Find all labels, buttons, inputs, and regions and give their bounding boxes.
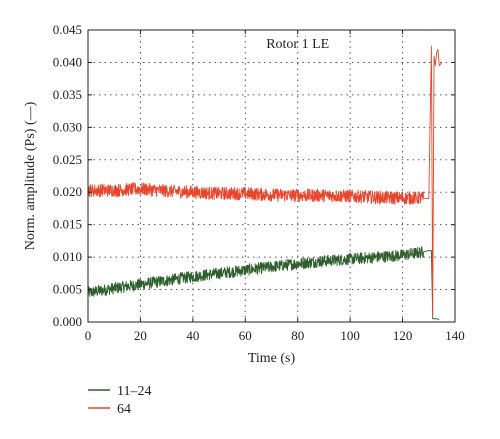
- plot-area: [87, 45, 443, 320]
- grid-lines: [88, 30, 455, 322]
- y-axis-label: Norm. amplitude (Ps) (—): [23, 101, 38, 250]
- x-tick-label: 60: [239, 328, 252, 343]
- y-tick-label: 0.035: [53, 87, 82, 102]
- legend-label: 11–24: [117, 384, 151, 399]
- y-tick-label: 0.010: [53, 249, 82, 264]
- y-tick-label: 0.020: [53, 184, 82, 199]
- legend-label: 64: [117, 402, 131, 417]
- x-tick-label: 40: [186, 328, 199, 343]
- y-tick-label: 0.025: [53, 152, 82, 167]
- series-line-11-24: [87, 246, 440, 320]
- x-tick-label: 80: [291, 328, 304, 343]
- x-tick-label: 0: [85, 328, 92, 343]
- x-tick-label: 140: [445, 328, 465, 343]
- y-tick-label: 0.030: [53, 119, 82, 134]
- x-tick-label: 100: [340, 328, 360, 343]
- x-tick-label: 20: [134, 328, 147, 343]
- x-axis-label: Time (s): [248, 351, 296, 366]
- y-tick-label: 0.015: [53, 217, 82, 232]
- series-line-64: [87, 45, 443, 316]
- ticks: 0 20 40 60 80 100 120 140 0.000 0.005 0.010 0.015 0.…: [53, 22, 465, 343]
- x-tick-label: 120: [393, 328, 413, 343]
- legend: 11–24 64: [88, 384, 151, 417]
- y-tick-label: 0.040: [53, 54, 82, 69]
- axes-frame: [87, 29, 456, 323]
- y-tick-label: 0.005: [53, 282, 82, 297]
- y-tick-label: 0.000: [53, 314, 82, 329]
- y-tick-label: 0.045: [53, 22, 82, 37]
- chart-annotation: Rotor 1 LE: [266, 37, 329, 52]
